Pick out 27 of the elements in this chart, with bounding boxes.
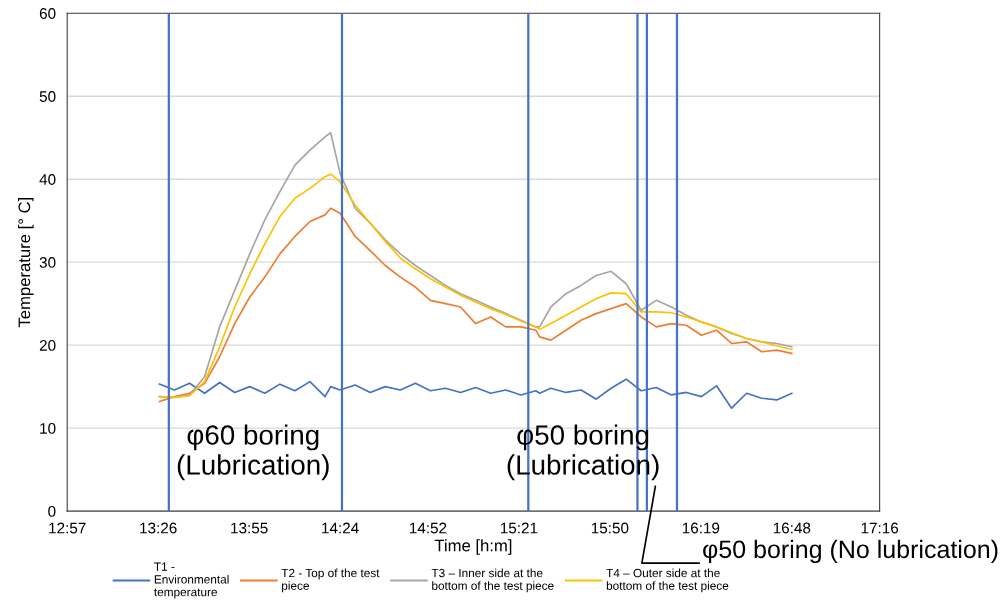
y-tick-label: 0 xyxy=(48,505,56,517)
text: φ50 boring (No lubrication) xyxy=(703,539,998,564)
x-tick-label: 12:57 xyxy=(49,522,86,534)
y-tick-label: 50 xyxy=(39,91,56,102)
x-tick-label: 13:55 xyxy=(231,522,268,534)
x-tick-label: 16:48 xyxy=(773,522,811,534)
legend-label: T1 - Environmental temperature xyxy=(154,562,229,599)
y-tick-label: 10 xyxy=(40,422,56,434)
line-series xyxy=(158,207,793,403)
x-tick-label: 14:24 xyxy=(322,522,359,534)
y-tick-label: 30 xyxy=(39,257,56,268)
y-tick-label: 40 xyxy=(39,174,56,185)
annotation: φ60 boring (Lubrication) xyxy=(177,424,329,481)
x-tick-label: 13:26 xyxy=(140,522,177,534)
y-axis-title: Temperature [° C] xyxy=(18,197,34,328)
y-tick-label: 20 xyxy=(39,340,56,351)
x-tick-label: 16:19 xyxy=(682,522,720,534)
x-tick-label: 15:50 xyxy=(591,522,629,534)
x-tick-label: 14:52 xyxy=(409,522,447,534)
x-tick-label: 15:21 xyxy=(500,522,538,534)
y-tick-label: 60 xyxy=(39,8,56,19)
legend-label: T3 – Inner side at the bottom of the test piece xyxy=(431,568,554,593)
x-axis-title: Time [h:m] xyxy=(434,539,512,555)
x-tick-label: 17:16 xyxy=(861,522,899,534)
legend-label: T2 - Top of the test piece xyxy=(281,568,380,593)
legend-label: T4 – Outer side at the bottom of the test piece xyxy=(606,568,729,593)
line-series xyxy=(158,173,793,399)
